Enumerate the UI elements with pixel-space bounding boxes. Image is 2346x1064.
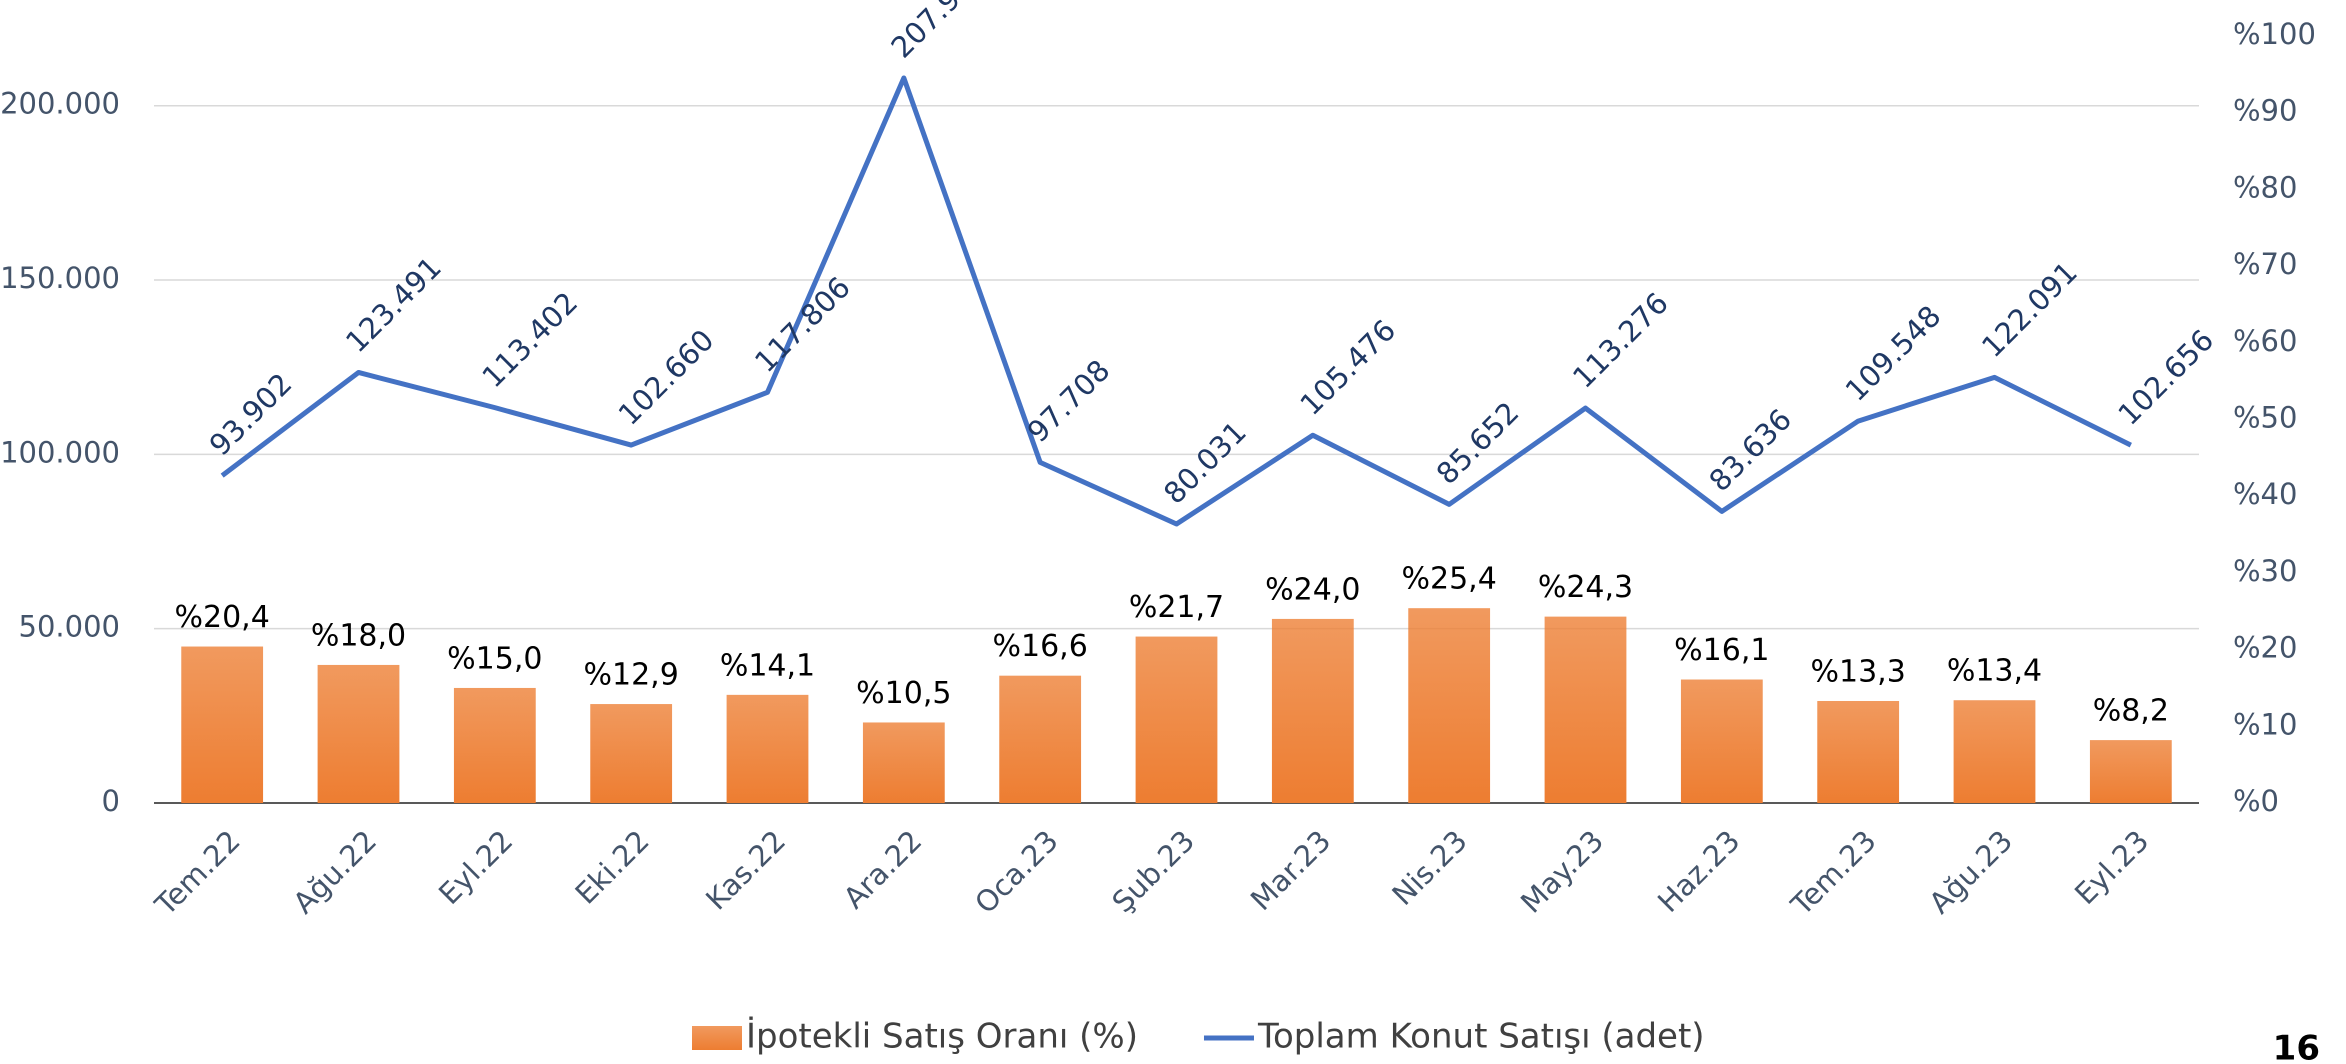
bar	[999, 675, 1082, 803]
bar-label: %12,9	[584, 658, 679, 693]
bar	[726, 694, 809, 803]
bar	[181, 646, 264, 803]
line-label: 207.963	[884, 0, 993, 65]
bar	[1135, 636, 1218, 803]
line-label: 93.902	[203, 366, 299, 462]
bar	[1817, 700, 1900, 803]
y2-tick-label: %30	[2233, 554, 2297, 588]
x-tick-label: Eki.22	[569, 824, 656, 911]
bar-label: %25,4	[1402, 562, 1497, 597]
y2-tick-label: %10	[2233, 707, 2297, 741]
y2-tick-label: %70	[2233, 247, 2297, 281]
line-label: 102.656	[2111, 323, 2220, 432]
y-tick-label: 50.000	[19, 610, 120, 644]
x-tick-label: Kas.22	[699, 824, 792, 917]
line-label: 122.091	[1975, 255, 2084, 364]
y2-tick-label: %0	[2233, 784, 2279, 818]
bar	[453, 687, 536, 803]
y2-tick-label: %90	[2233, 94, 2297, 128]
x-tick-label: Ara.22	[837, 824, 929, 916]
y-tick-label: 200.000	[0, 87, 120, 121]
bar	[1680, 679, 1763, 803]
line-label: 123.491	[339, 250, 448, 359]
x-tick-label: Nis.23	[1385, 824, 1473, 912]
bar-label: %18,0	[311, 618, 406, 653]
line-label: 105.476	[1293, 313, 1402, 422]
bar-label: %20,4	[175, 600, 270, 635]
x-tick-label: Oca.23	[968, 824, 1065, 921]
x-tick-label: Haz.23	[1651, 824, 1746, 919]
x-tick-label: Eyl.23	[2068, 824, 2155, 911]
line-label: 109.548	[1839, 299, 1948, 408]
bar	[1953, 700, 2036, 803]
x-tick-label: Şub.23	[1105, 824, 1201, 920]
legend-label: Toplam Konut Satışı (adet)	[1257, 1017, 1705, 1057]
y2-tick-label: %50	[2233, 401, 2297, 435]
x-tick-label: Ağu.22	[286, 824, 383, 921]
x-tick-label: Tem.22	[148, 824, 247, 923]
page-number: 16	[2273, 1029, 2320, 1064]
x-tick-label: May.23	[1514, 824, 1610, 920]
y2-tick-label: %80	[2233, 170, 2297, 204]
line-label: 97.708	[1021, 353, 1117, 449]
y2-tick-label: %20	[2233, 631, 2297, 665]
line-label: 83.636	[1702, 402, 1798, 498]
bar-label: %13,4	[1947, 654, 2042, 689]
bar	[862, 722, 945, 803]
bar-label: %10,5	[856, 676, 951, 711]
bar	[2089, 740, 2172, 803]
y-tick-label: 100.000	[0, 435, 120, 469]
x-tick-label: Tem.23	[1784, 824, 1883, 923]
bar-label: %13,3	[1811, 654, 1906, 689]
line	[220, 75, 2132, 527]
bar-label: %15,0	[447, 641, 542, 676]
y2-tick-label: %100	[2233, 17, 2316, 51]
y2-tick-label: %40	[2233, 477, 2297, 511]
line-label: 80.031	[1157, 415, 1253, 511]
line-label: 113.276	[1566, 286, 1675, 395]
bar-label: %21,7	[1129, 590, 1224, 625]
line-label: 85.652	[1430, 395, 1526, 491]
bar	[317, 664, 400, 803]
line-label: 117.806	[748, 270, 857, 379]
bar-label: %14,1	[720, 648, 815, 683]
bar-label: %8,2	[2093, 694, 2169, 729]
bar	[1408, 608, 1491, 803]
legend-swatch	[692, 1026, 742, 1050]
bar	[1544, 616, 1627, 803]
bar-label: %24,0	[1265, 572, 1360, 607]
y-tick-label: 0	[102, 784, 120, 818]
bar-label: %24,3	[1538, 570, 1633, 605]
bar	[590, 704, 673, 803]
x-tick-label: Eyl.22	[432, 824, 519, 911]
y-tick-label: 150.000	[0, 261, 120, 295]
bar	[1271, 618, 1354, 803]
bar-label: %16,1	[1674, 633, 1769, 668]
y2-tick-label: %60	[2233, 324, 2297, 358]
x-tick-label: Ağu.23	[1922, 824, 2019, 921]
line-label: 113.402	[475, 285, 584, 394]
legend-label: İpotekli Satış Oranı (%)	[746, 1017, 1138, 1057]
bar-label: %16,6	[993, 629, 1088, 664]
x-tick-label: Mar.23	[1244, 824, 1337, 917]
